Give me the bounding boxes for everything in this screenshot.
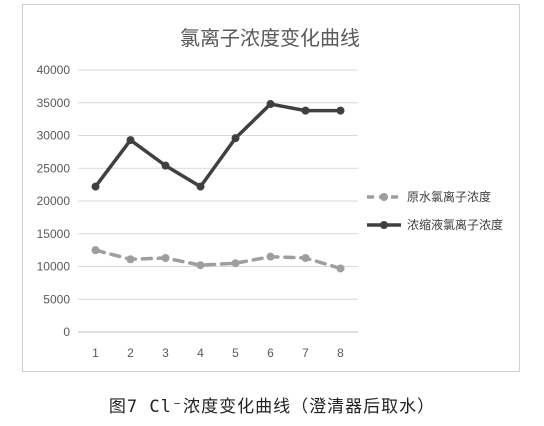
x-tick-label: 8 — [337, 346, 344, 360]
y-tick-label: 10000 — [37, 260, 71, 274]
data-point — [126, 136, 135, 145]
legend-marker — [380, 221, 388, 229]
data-point — [161, 161, 170, 170]
y-tick-label: 15000 — [37, 227, 71, 241]
series-line — [93, 102, 343, 189]
chart-frame — [22, 4, 520, 372]
data-point — [266, 252, 275, 261]
data-point — [301, 253, 310, 262]
legend-label: 原水氯离子浓度 — [407, 189, 491, 204]
legend-marker — [380, 193, 388, 201]
series-layer — [91, 100, 345, 273]
data-point — [231, 259, 240, 268]
data-point — [336, 264, 345, 273]
y-tick-label: 20000 — [37, 194, 71, 208]
data-point — [301, 106, 310, 115]
data-point — [126, 255, 135, 264]
data-point — [196, 182, 205, 191]
y-tick-label: 35000 — [37, 96, 71, 110]
figure-caption: 图7 Cl⁻浓度变化曲线（澄清器后取水） — [108, 397, 436, 417]
data-point — [266, 100, 275, 109]
legend-label: 浓缩液氯离子浓度 — [407, 217, 503, 232]
x-axis-ticks: 1 2 3 4 5 6 7 8 — [92, 346, 344, 360]
gridlines — [78, 69, 358, 333]
y-tick-label: 30000 — [37, 129, 71, 143]
data-point — [91, 182, 100, 191]
legend-entry: 原水氯离子浓度 — [367, 189, 491, 204]
y-tick-label: 0 — [63, 325, 70, 339]
y-tick-label: 25000 — [37, 161, 71, 175]
x-tick-label: 2 — [127, 346, 134, 360]
series-2 — [91, 100, 345, 191]
x-tick-label: 1 — [92, 346, 99, 360]
y-axis-ticks: 0 5000 10000 15000 20000 25000 30000 35000 40000 — [37, 63, 71, 339]
series-1 — [91, 246, 345, 273]
data-point — [231, 134, 240, 143]
x-tick-label: 4 — [197, 346, 204, 360]
y-tick-label: 5000 — [43, 292, 70, 306]
data-point — [336, 106, 345, 115]
series-line — [93, 248, 343, 271]
x-tick-label: 5 — [232, 346, 239, 360]
x-tick-label: 7 — [302, 346, 309, 360]
data-point — [196, 261, 205, 270]
chart-title: 氯离子浓度变化曲线 — [180, 26, 360, 50]
legend-entry: 浓缩液氯离子浓度 — [367, 217, 503, 232]
x-tick-label: 3 — [162, 346, 169, 360]
y-tick-label: 40000 — [37, 63, 71, 77]
data-point — [91, 246, 100, 255]
x-tick-label: 6 — [267, 346, 274, 360]
data-point — [161, 253, 170, 262]
